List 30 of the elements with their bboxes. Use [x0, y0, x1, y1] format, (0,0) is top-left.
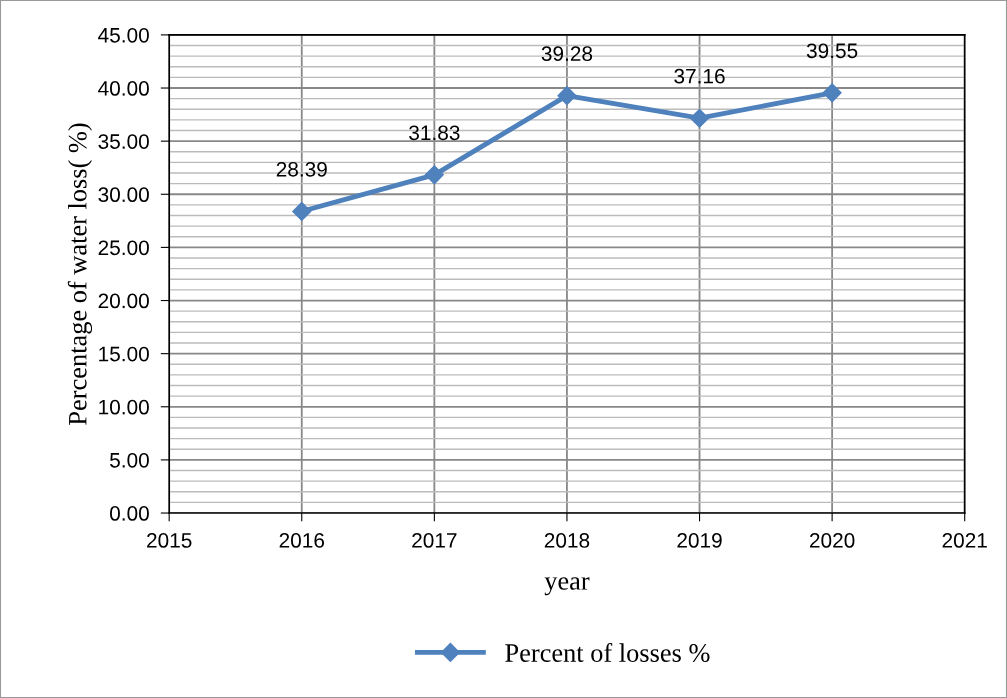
- point: [689, 108, 710, 128]
- x-tick-label: 2015: [147, 533, 192, 548]
- y-tick-label: 5.00: [110, 452, 149, 468]
- data-label: 37.16: [674, 68, 725, 84]
- point: [822, 83, 842, 103]
- x-tick-label: 2017: [412, 533, 457, 548]
- y-tick-label: 45.00: [98, 27, 149, 43]
- point: [424, 165, 444, 185]
- data-label: 39.28: [541, 46, 593, 61]
- legend-label: Percent of losses %: [505, 643, 710, 662]
- y-axis-title: Percentage of water loss( %): [67, 123, 93, 425]
- y-tick-label: 25.00: [98, 240, 149, 256]
- x-axis-title: year: [544, 577, 590, 596]
- x-tick-label: 2016: [279, 533, 325, 548]
- y-tick-label: 10.00: [99, 399, 149, 415]
- y-tick-label: 30.00: [98, 187, 149, 203]
- point: [557, 86, 577, 106]
- y-tick-label: 0.00: [110, 506, 149, 521]
- data-label: 31.83: [409, 125, 460, 141]
- y-tick-label: 20.00: [98, 293, 149, 309]
- point: [292, 201, 312, 221]
- x-tick-label: 2018: [544, 533, 590, 548]
- x-tick-label: 2019: [677, 533, 722, 548]
- data-label: 28.39: [276, 161, 327, 177]
- x-tick-label: 2021: [942, 533, 987, 548]
- data-label: 39.55: [806, 43, 858, 59]
- x-tick-label: 2020: [810, 533, 855, 548]
- y-tick-label: 40.00: [98, 81, 149, 96]
- y-tick-label: 35.00: [98, 134, 149, 149]
- y-tick-label: 15.00: [99, 346, 149, 362]
